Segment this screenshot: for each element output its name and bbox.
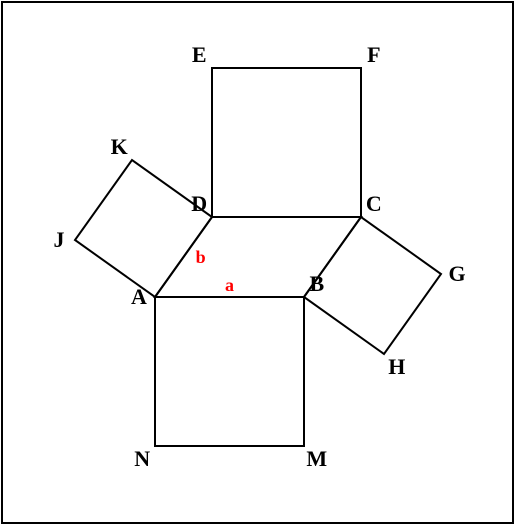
- side-label-a: a: [225, 276, 234, 294]
- vertex-label-G: G: [448, 263, 465, 285]
- vertex-label-C: C: [366, 193, 382, 215]
- vertex-label-E: E: [192, 44, 207, 66]
- vertex-label-J: J: [54, 229, 65, 251]
- vertex-label-K: K: [111, 136, 128, 158]
- vertex-label-N: N: [134, 448, 150, 470]
- frame-border: [2, 2, 513, 523]
- vertex-label-A: A: [131, 286, 147, 308]
- parallelogram-ABCD: [155, 217, 361, 297]
- vertex-label-B: B: [309, 273, 324, 295]
- square-ADKJ: [75, 160, 212, 297]
- geometry-svg: [0, 0, 515, 525]
- vertex-label-F: F: [367, 44, 380, 66]
- vertex-label-D: D: [191, 193, 207, 215]
- square-BCGH: [304, 217, 441, 354]
- vertex-label-H: H: [388, 356, 405, 378]
- square-DEFC: [212, 68, 361, 217]
- square-ABMN: [155, 297, 304, 446]
- vertex-label-M: M: [306, 448, 327, 470]
- side-label-b: b: [196, 248, 206, 266]
- geometry-diagram: A B C D E F G H J K M Na b: [0, 0, 515, 525]
